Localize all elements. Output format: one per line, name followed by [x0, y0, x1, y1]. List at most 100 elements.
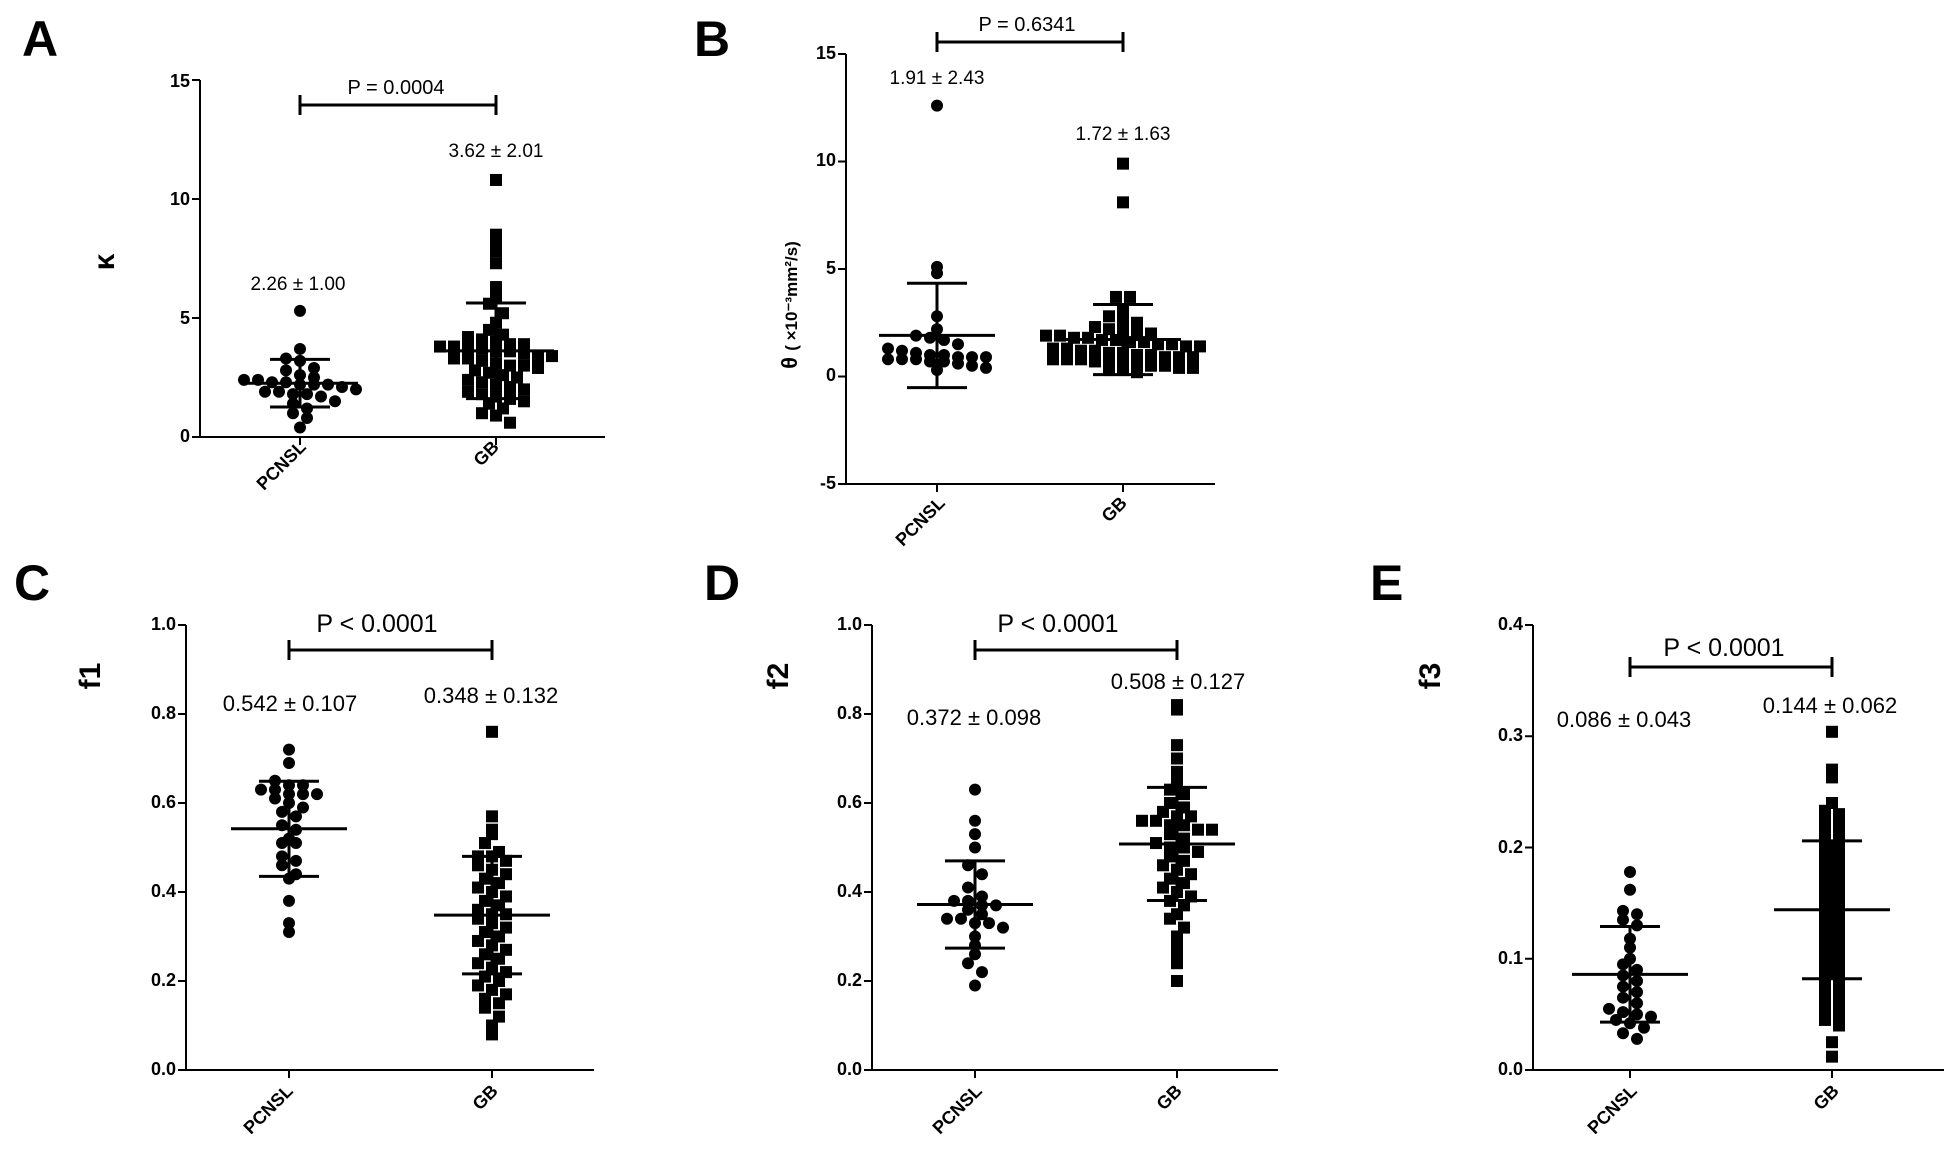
- data-point-gb: [1819, 1013, 1831, 1026]
- data-point-gb: [1047, 342, 1059, 355]
- data-point-gb: [1171, 975, 1183, 987]
- y-tick-label: 0: [826, 365, 836, 385]
- data-point-pcnsl: [329, 395, 341, 408]
- data-point-gb: [1819, 980, 1831, 993]
- y-tick-label: 0.2: [151, 970, 176, 990]
- gb-mean-sd-label: 1.72 ± 1.63: [1076, 124, 1171, 145]
- data-point-pcnsl: [308, 361, 320, 374]
- data-point-pcnsl: [924, 355, 936, 368]
- panel-C-plot: [178, 624, 594, 1078]
- data-point-gb: [1833, 841, 1845, 854]
- data-point-pcnsl: [1631, 908, 1643, 921]
- data-point-gb: [1180, 340, 1192, 353]
- data-point-gb: [1819, 947, 1831, 960]
- data-point-pcnsl: [962, 957, 974, 970]
- y-tick-label: 0.4: [837, 881, 862, 901]
- y-tick-label: 0.3: [1498, 725, 1523, 745]
- data-point-gb: [476, 376, 488, 389]
- data-point-gb: [1152, 338, 1164, 351]
- p-value-label: P < 0.0001: [1663, 634, 1784, 662]
- data-point-pcnsl: [1603, 1002, 1615, 1015]
- data-point-gb: [1187, 351, 1199, 364]
- data-point-pcnsl: [1631, 986, 1643, 999]
- gb-mean-sd-label: 0.144 ± 0.062: [1763, 693, 1897, 718]
- data-point-pcnsl: [938, 333, 950, 346]
- data-point-gb: [1075, 353, 1087, 366]
- data-point-gb: [504, 416, 516, 429]
- data-point-pcnsl: [283, 917, 295, 930]
- data-point-gb: [490, 235, 502, 248]
- data-point-pcnsl: [969, 948, 981, 961]
- data-point-pcnsl: [1617, 958, 1629, 971]
- panel-E-plot: [1525, 624, 1944, 1078]
- pcnsl-mean-sd-label: 0.542 ± 0.107: [223, 691, 357, 716]
- data-point-gb: [472, 979, 484, 992]
- data-point-gb: [1194, 340, 1206, 353]
- data-point-gb: [1124, 290, 1136, 303]
- data-point-gb: [1833, 930, 1845, 943]
- y-tick-label: -5: [820, 473, 836, 493]
- data-point-gb: [1833, 952, 1845, 965]
- data-point-gb: [1131, 316, 1143, 329]
- data-point-pcnsl: [301, 388, 313, 401]
- data-point-pcnsl: [1617, 980, 1629, 993]
- data-point-gb: [546, 350, 558, 363]
- x-tick-label-pcnsl: PCNSL: [253, 437, 310, 494]
- data-point-gb: [472, 881, 484, 894]
- data-point-pcnsl: [301, 411, 313, 424]
- y-tick-label: 0.6: [837, 792, 862, 812]
- x-tick-label-pcnsl: PCNSL: [1584, 1081, 1641, 1138]
- panel-B-plot: [838, 32, 1215, 492]
- data-point-gb: [1124, 336, 1136, 349]
- x-tick-label-pcnsl: PCNSL: [240, 1081, 297, 1138]
- data-point-gb: [1157, 881, 1169, 894]
- data-point-gb: [518, 338, 530, 351]
- data-point-gb: [1068, 331, 1080, 344]
- data-point-pcnsl: [980, 361, 992, 374]
- data-point-pcnsl: [882, 353, 894, 366]
- data-point-gb: [1164, 783, 1176, 796]
- data-point-gb: [1833, 941, 1845, 954]
- p-value-label: P < 0.0001: [997, 610, 1118, 638]
- panel-letter: B: [694, 11, 730, 67]
- data-point-pcnsl: [1624, 883, 1636, 896]
- data-point-pcnsl: [276, 850, 288, 863]
- data-point-gb: [1819, 913, 1831, 926]
- data-point-gb: [1833, 975, 1845, 987]
- data-point-gb: [511, 371, 523, 384]
- data-point-gb: [1171, 703, 1183, 716]
- data-point-pcnsl: [287, 388, 299, 401]
- panel-letter: A: [22, 11, 58, 67]
- gb-mean-sd-label: 0.348 ± 0.132: [424, 683, 558, 708]
- x-tick-label-gb: GB: [470, 437, 503, 470]
- data-point-pcnsl: [976, 966, 988, 979]
- data-point-gb: [486, 810, 498, 823]
- data-point-pcnsl: [938, 355, 950, 368]
- data-point-gb: [1819, 1002, 1831, 1015]
- data-point-gb: [472, 859, 484, 872]
- data-point-gb: [1171, 739, 1183, 752]
- x-tick-label-gb: GB: [1153, 1081, 1186, 1114]
- pcnsl-mean-sd-label: 0.372 ± 0.098: [907, 705, 1041, 730]
- data-point-gb: [1819, 847, 1831, 860]
- y-axis-label: f1: [74, 663, 107, 690]
- data-point-gb: [1192, 845, 1204, 858]
- panel-A-plot: [192, 79, 605, 445]
- data-point-gb: [472, 934, 484, 947]
- data-point-pcnsl: [350, 383, 362, 396]
- data-point-gb: [532, 350, 544, 363]
- data-point-gb: [476, 342, 488, 355]
- gb-mean-sd-label: 3.62 ± 2.01: [449, 141, 544, 162]
- data-point-pcnsl: [290, 810, 302, 823]
- y-tick-label: 5: [180, 308, 190, 328]
- data-point-gb: [1833, 897, 1845, 910]
- data-point-pcnsl: [962, 881, 974, 894]
- data-point-pcnsl: [976, 908, 988, 921]
- data-point-gb: [497, 307, 509, 320]
- data-point-gb: [1819, 813, 1831, 826]
- data-point-gb: [1164, 912, 1176, 925]
- x-tick-label-gb: GB: [469, 1081, 502, 1114]
- data-point-gb: [1819, 880, 1831, 893]
- pcnsl-mean-sd-label: 2.26 ± 1.00: [251, 274, 346, 295]
- y-tick-label: 0.1: [1498, 948, 1523, 968]
